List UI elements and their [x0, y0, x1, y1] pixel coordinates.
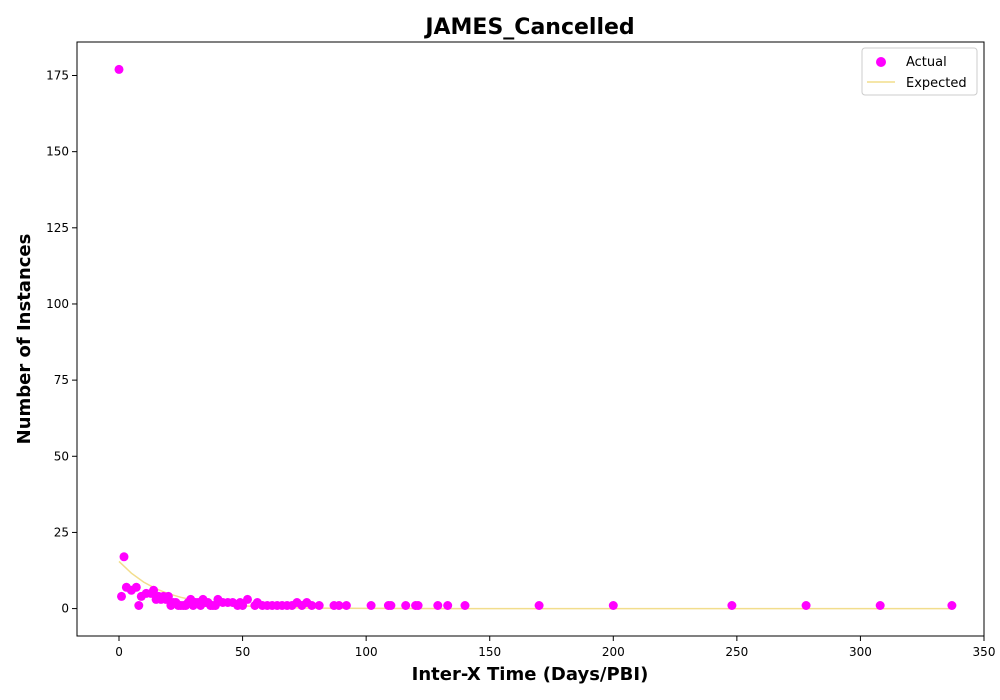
x-tick-label: 150: [478, 645, 501, 659]
x-axis-label: Inter-X Time (Days/PBI): [412, 664, 649, 685]
data-point: [386, 601, 396, 610]
legend-label-actual: Actual: [906, 55, 947, 70]
x-tick-label: 250: [725, 645, 748, 659]
plot-frame: [76, 41, 985, 637]
data-point: [134, 601, 144, 610]
x-tick-label: 300: [849, 645, 872, 659]
data-point: [243, 594, 252, 604]
data-point: [875, 601, 885, 610]
data-point: [443, 601, 453, 610]
chart-title: JAMES_Cancelled: [423, 15, 634, 40]
y-axis-label: Number of Instances: [14, 234, 35, 445]
y-tick-label: 150: [46, 145, 69, 159]
data-point: [413, 601, 423, 610]
plot-area: [114, 64, 957, 610]
y-tick-label: 125: [46, 221, 69, 235]
data-point: [238, 601, 248, 610]
x-tick-label: 100: [355, 645, 378, 659]
y-tick-label: 175: [46, 69, 69, 83]
data-point: [534, 601, 544, 610]
data-point: [131, 582, 141, 592]
y-tick-label: 0: [61, 602, 69, 616]
data-point: [801, 601, 811, 610]
data-point: [119, 552, 129, 562]
y-tick-label: 50: [54, 449, 69, 463]
legend-frame: [861, 47, 978, 96]
data-point: [163, 591, 173, 601]
data-point: [149, 585, 159, 595]
x-tick-label: 0: [115, 645, 123, 659]
data-point: [314, 601, 324, 610]
legend: Actual Expected: [861, 47, 978, 96]
data-point: [114, 64, 124, 74]
data-point: [608, 601, 618, 610]
y-tick-label: 75: [54, 373, 69, 387]
x-tick-label: 350: [973, 645, 996, 659]
data-point: [117, 591, 126, 601]
y-tick-label: 25: [54, 525, 69, 539]
y-tick-label: 100: [46, 297, 69, 311]
data-point: [947, 601, 957, 610]
data-point: [334, 601, 344, 610]
data-point: [401, 601, 411, 610]
data-point: [307, 601, 317, 610]
legend-label-expected: Expected: [906, 76, 967, 91]
axis-ticks: 0 50 100 150 200 250 300 350 0 25 50 75 100 125 150 175: [46, 69, 995, 659]
x-tick-label: 50: [235, 645, 250, 659]
data-point: [341, 601, 351, 610]
legend-marker-actual: [876, 57, 886, 67]
data-point: [727, 601, 737, 610]
x-tick-label: 200: [602, 645, 625, 659]
data-point: [460, 601, 470, 610]
data-point: [433, 601, 443, 610]
data-point: [366, 601, 376, 610]
